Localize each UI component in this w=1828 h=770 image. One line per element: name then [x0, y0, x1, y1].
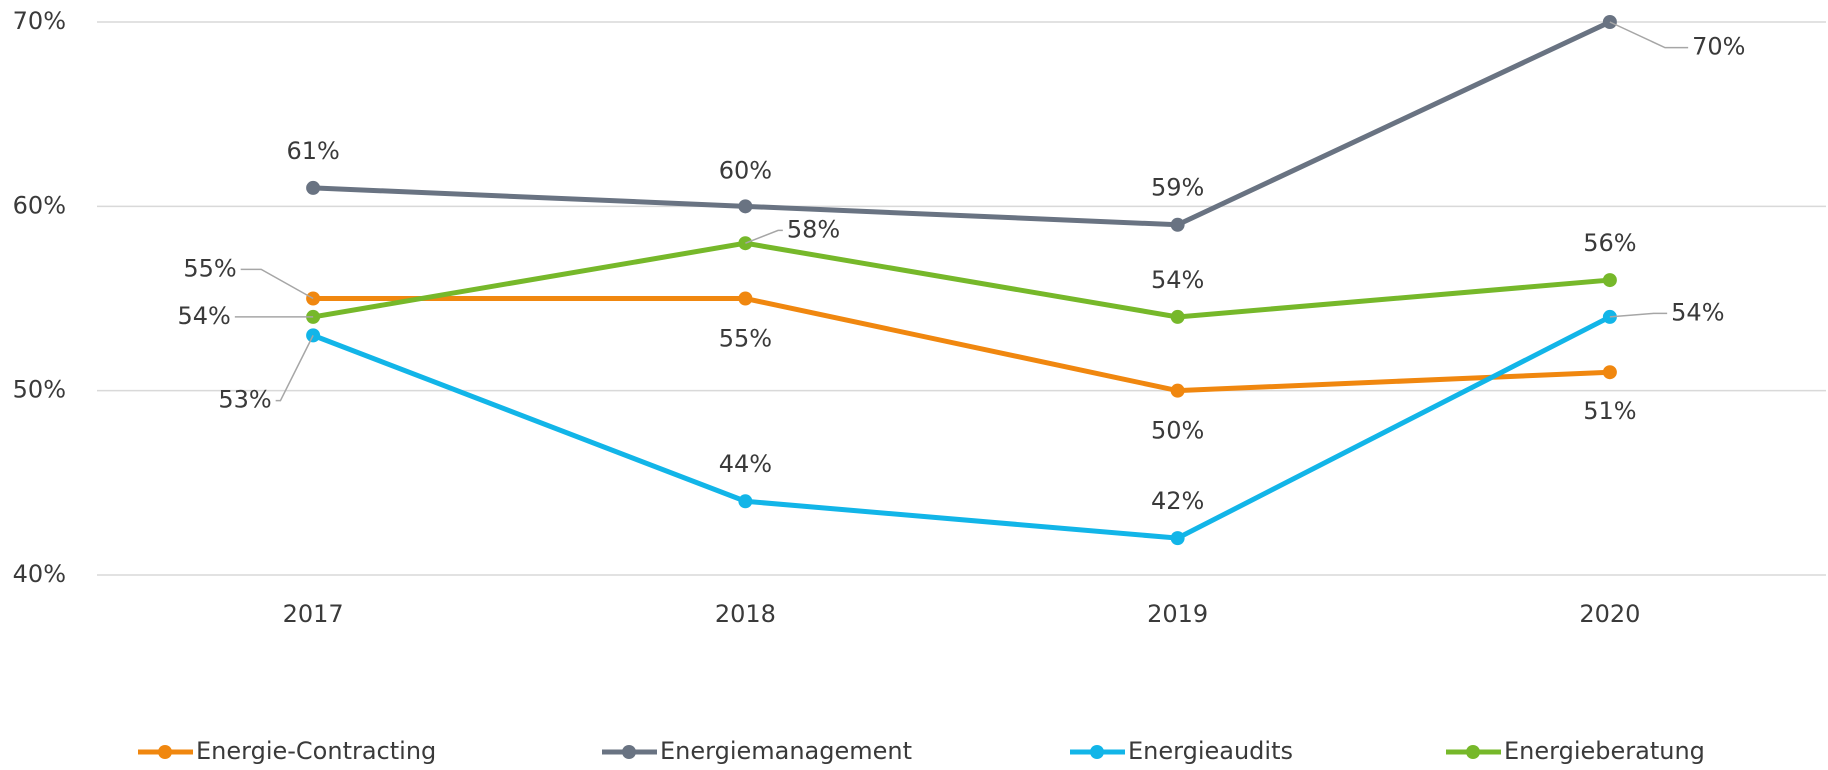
x-tick-label: 2018	[715, 600, 776, 628]
leader-line	[1609, 21, 1689, 49]
legend-label: Energieberatung	[1504, 737, 1705, 765]
data-label: 53%	[218, 386, 271, 414]
data-point	[1602, 365, 1617, 380]
y-tick-label: 50%	[13, 376, 66, 404]
data-label: 70%	[1692, 33, 1745, 61]
data-point	[738, 199, 753, 214]
y-tick-label: 40%	[13, 560, 66, 588]
data-point	[738, 291, 753, 306]
legend-swatch-dot	[622, 745, 636, 759]
data-point	[1170, 383, 1185, 398]
data-label: 58%	[787, 215, 840, 243]
data-point	[738, 494, 753, 509]
data-point	[1170, 309, 1185, 324]
data-point	[1602, 273, 1617, 288]
data-label: 56%	[1583, 229, 1636, 257]
legend-label: Energie-Contracting	[196, 737, 436, 765]
data-point	[1170, 531, 1185, 546]
legend-label: Energiemanagement	[660, 737, 912, 765]
x-tick-label: 2020	[1579, 600, 1640, 628]
data-label: 61%	[286, 137, 339, 165]
data-point	[306, 180, 321, 195]
data-label: 59%	[1151, 174, 1204, 202]
legend-swatch-dot	[158, 745, 172, 759]
legend-label: Energieaudits	[1128, 737, 1293, 765]
data-label: 51%	[1583, 397, 1636, 425]
series-line	[312, 314, 1612, 541]
x-tick-label: 2017	[283, 600, 344, 628]
leader-line	[240, 268, 314, 300]
data-label: 54%	[1671, 298, 1724, 326]
data-label: 60%	[719, 156, 772, 184]
data-label: 55%	[183, 254, 236, 282]
leader-line	[275, 335, 314, 402]
series-line	[313, 296, 1610, 394]
data-label: 50%	[1151, 416, 1204, 444]
x-tick-label: 2019	[1147, 600, 1208, 628]
y-tick-label: 70%	[13, 7, 66, 35]
data-label: 54%	[178, 302, 231, 330]
leader-line	[745, 229, 783, 244]
series-line	[312, 240, 1611, 320]
data-label: 42%	[1151, 487, 1204, 515]
series-line	[313, 19, 1611, 228]
data-label: 54%	[1151, 266, 1204, 294]
data-point	[1170, 217, 1185, 232]
data-label: 55%	[719, 324, 772, 352]
legend-swatch-dot	[1466, 745, 1480, 759]
leader-line	[1609, 312, 1668, 318]
legend-swatch-dot	[1090, 745, 1104, 759]
data-label: 44%	[719, 450, 772, 478]
y-tick-label: 60%	[13, 191, 66, 219]
